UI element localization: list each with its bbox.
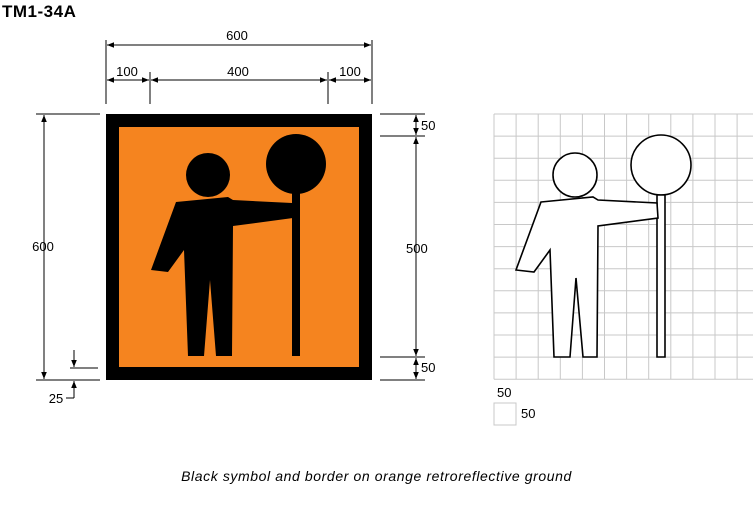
grid-key-height-label: 50 xyxy=(521,406,535,421)
grid-bat-disc xyxy=(630,134,692,196)
dim-top-margin: 50 xyxy=(421,118,435,133)
dim-border-thickness: 25 xyxy=(49,391,63,406)
dim-overall-width: 600 xyxy=(226,28,248,43)
grid-symbol-outline xyxy=(514,134,692,358)
grid-key-cell xyxy=(493,402,517,426)
sign-caption: Black symbol and border on orange retror… xyxy=(181,468,572,484)
grid-lines xyxy=(493,113,753,380)
dim-right-border: 100 xyxy=(339,64,361,79)
grid-person-body xyxy=(514,196,659,358)
dimension-lines xyxy=(36,40,425,399)
grid-person-head xyxy=(552,152,598,198)
dim-bottom-margin: 50 xyxy=(421,360,435,375)
lollipop-person-symbol xyxy=(151,134,326,356)
grid-key-width-label: 50 xyxy=(497,385,511,400)
sign-panel xyxy=(106,114,372,380)
dim-center-width: 400 xyxy=(227,64,249,79)
bat-disc xyxy=(266,134,326,194)
dim-center-height: 500 xyxy=(406,241,428,256)
bat-pole xyxy=(292,190,300,356)
sign-code-title: TM1-34A xyxy=(2,2,77,21)
dim-left-border: 100 xyxy=(116,64,138,79)
dim-overall-height: 600 xyxy=(32,239,54,254)
grid-bat-pole xyxy=(656,194,666,358)
dimension-labels: 600 100 400 100 600 25 50 500 50 xyxy=(32,28,435,406)
person-body xyxy=(151,197,293,356)
person-head xyxy=(186,153,230,197)
grid-diagram: 50 50 xyxy=(493,113,753,426)
